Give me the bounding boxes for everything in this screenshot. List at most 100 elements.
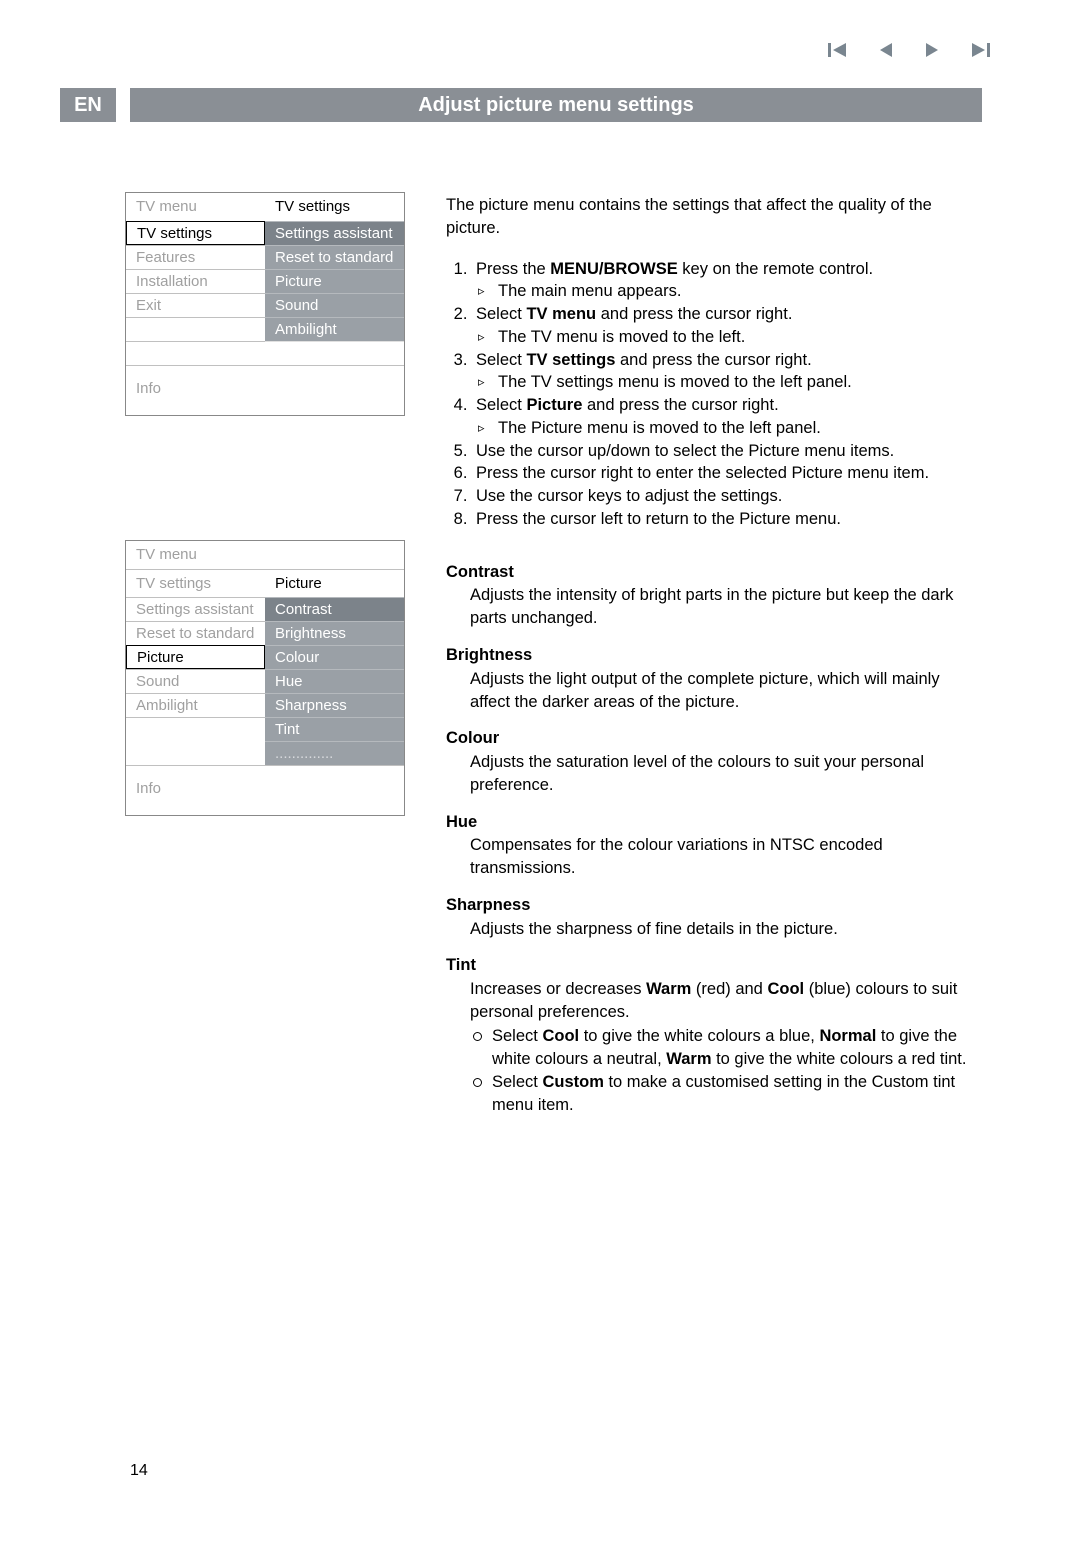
- nav-first-icon[interactable]: [828, 42, 848, 63]
- panel2-right-item[interactable]: Contrast: [265, 597, 404, 621]
- panel2-right-item[interactable]: Colour: [265, 645, 404, 669]
- panel1-left-item: [126, 317, 265, 341]
- step-subtext: The TV menu is moved to the left.: [476, 326, 982, 349]
- panel2-left-item[interactable]: Settings assistant: [126, 597, 265, 621]
- bullet-bold: Normal: [819, 1027, 876, 1045]
- panel2-row2-right: Picture: [265, 569, 404, 597]
- def-text: Increases or decreases: [470, 980, 646, 998]
- panel1-right-item[interactable]: Reset to standard: [265, 245, 404, 269]
- def-brightness: Brightness Adjusts the light output of t…: [446, 644, 982, 713]
- panel1-left-item[interactable]: Exit: [126, 293, 265, 317]
- bullet-text: Select: [492, 1027, 542, 1045]
- panel2-left-item[interactable]: Ambilight: [126, 693, 265, 717]
- panel2-left-column: Settings assistant Reset to standard Pic…: [126, 597, 265, 765]
- step-text: Press the: [476, 260, 550, 278]
- step-item: Press the MENU/BROWSE key on the remote …: [472, 258, 982, 304]
- tint-bullet-item: Select Cool to give the white colours a …: [470, 1025, 982, 1071]
- panel2-right-item[interactable]: Sharpness: [265, 693, 404, 717]
- section-header: EN Adjust picture menu settings: [60, 88, 982, 122]
- panel1-left-item[interactable]: Features: [126, 245, 265, 269]
- panel1-left-item[interactable]: Installation: [126, 269, 265, 293]
- menu-panel-tv-settings: TV menu TV settings TV settings Features…: [125, 192, 405, 416]
- bullet-text: Select: [492, 1073, 542, 1091]
- panel2-right-item[interactable]: Hue: [265, 669, 404, 693]
- def-body: Compensates for the colour variations in…: [446, 834, 982, 880]
- step-item: Select Picture and press the cursor righ…: [472, 394, 982, 440]
- step-item: Press the cursor right to enter the sele…: [472, 462, 982, 485]
- def-title: Sharpness: [446, 894, 982, 917]
- panel1-left-item: [126, 341, 265, 365]
- header-gap: [116, 88, 130, 122]
- panel1-info: Info: [126, 365, 404, 415]
- def-title: Tint: [446, 954, 982, 977]
- panel2-right-item[interactable]: Brightness: [265, 621, 404, 645]
- step-text: Select: [476, 396, 526, 414]
- tint-bullet-item: Select Custom to make a customised setti…: [470, 1071, 982, 1117]
- step-bold: Picture: [526, 396, 582, 414]
- panel1-left-item[interactable]: TV settings: [126, 221, 265, 245]
- def-text: (red) and: [691, 980, 767, 998]
- panel2-left-item[interactable]: Sound: [126, 669, 265, 693]
- panel1-title-right: TV settings: [265, 193, 404, 221]
- panel1-right-item: [265, 341, 404, 365]
- panel2-row2-left: TV settings: [126, 569, 265, 597]
- step-item: Use the cursor keys to adjust the settin…: [472, 485, 982, 508]
- def-body: Adjusts the saturation level of the colo…: [446, 751, 982, 797]
- def-bold: Cool: [767, 980, 804, 998]
- intro-text: The picture menu contains the settings t…: [446, 194, 982, 240]
- top-nav: [828, 42, 990, 63]
- panel2-right-item[interactable]: Tint: [265, 717, 404, 741]
- step-text: and press the cursor right.: [596, 305, 792, 323]
- panel2-right-item[interactable]: ..............: [265, 741, 404, 765]
- panel2-left-item[interactable]: Reset to standard: [126, 621, 265, 645]
- def-tint: Tint Increases or decreases Warm (red) a…: [446, 954, 982, 1116]
- bullet-bold: Cool: [542, 1027, 579, 1045]
- step-text: Select: [476, 351, 526, 369]
- panel1-right-item[interactable]: Settings assistant: [265, 221, 404, 245]
- nav-last-icon[interactable]: [970, 42, 990, 63]
- panel2-right-column: Contrast Brightness Colour Hue Sharpness…: [265, 597, 404, 765]
- panel1-title-left: TV menu: [126, 193, 265, 221]
- bullet-bold: Warm: [666, 1050, 711, 1068]
- def-sharpness: Sharpness Adjusts the sharpness of fine …: [446, 894, 982, 941]
- content-body: The picture menu contains the settings t…: [446, 194, 982, 1131]
- nav-next-icon[interactable]: [924, 42, 940, 63]
- step-subtext: The main menu appears.: [476, 280, 982, 303]
- def-title: Brightness: [446, 644, 982, 667]
- def-body: Adjusts the sharpness of fine details in…: [446, 918, 982, 941]
- step-text: key on the remote control.: [678, 260, 873, 278]
- def-bold: Warm: [646, 980, 691, 998]
- panel2-left-item: [126, 717, 265, 741]
- panel1-right-item[interactable]: Ambilight: [265, 317, 404, 341]
- step-text: and press the cursor right.: [582, 396, 778, 414]
- def-title: Hue: [446, 811, 982, 834]
- panel2-title-right: [265, 541, 404, 569]
- step-bold: TV menu: [526, 305, 596, 323]
- panel1-right-column: Settings assistant Reset to standard Pic…: [265, 221, 404, 365]
- step-text: Select: [476, 305, 526, 323]
- bullet-text: to give the white colours a red tint.: [712, 1050, 967, 1068]
- step-text: and press the cursor right.: [615, 351, 811, 369]
- def-contrast: Contrast Adjusts the intensity of bright…: [446, 561, 982, 630]
- def-body: Adjusts the intensity of bright parts in…: [446, 584, 982, 630]
- page-title: Adjust picture menu settings: [130, 88, 982, 122]
- panel1-right-item[interactable]: Sound: [265, 293, 404, 317]
- nav-prev-icon[interactable]: [878, 42, 894, 63]
- step-bold: MENU/BROWSE: [550, 260, 677, 278]
- step-item: Select TV menu and press the cursor righ…: [472, 303, 982, 349]
- panel1-right-item[interactable]: Picture: [265, 269, 404, 293]
- step-item: Use the cursor up/down to select the Pic…: [472, 440, 982, 463]
- panel2-info: Info: [126, 765, 404, 815]
- tint-bullets: Select Cool to give the white colours a …: [446, 1025, 982, 1117]
- step-item: Press the cursor left to return to the P…: [472, 508, 982, 531]
- panel2-left-item[interactable]: Picture: [126, 645, 265, 669]
- step-subtext: The Picture menu is moved to the left pa…: [476, 417, 982, 440]
- language-badge: EN: [60, 88, 116, 122]
- panel1-left-column: TV settings Features Installation Exit: [126, 221, 265, 365]
- def-colour: Colour Adjusts the saturation level of t…: [446, 727, 982, 796]
- steps-list: Press the MENU/BROWSE key on the remote …: [446, 258, 982, 531]
- menu-panel-picture: TV menu TV settings Picture Settings ass…: [125, 540, 405, 816]
- def-hue: Hue Compensates for the colour variation…: [446, 811, 982, 880]
- bullet-bold: Custom: [542, 1073, 603, 1091]
- bullet-text: to give the white colours a blue,: [579, 1027, 819, 1045]
